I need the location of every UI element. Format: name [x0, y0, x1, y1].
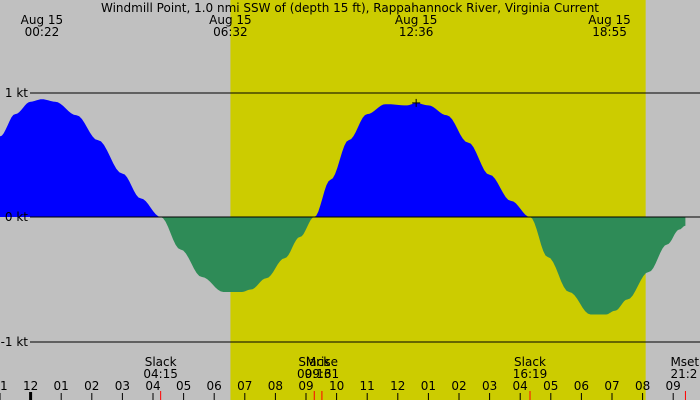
x-tick-label: 09 [298, 379, 313, 393]
x-tick-label: 08 [268, 379, 283, 393]
x-tick-label: 12 [23, 379, 38, 393]
top-date-label: Aug 15 [209, 13, 252, 27]
x-tick-label: 04 [513, 379, 528, 393]
x-tick-label: 07 [237, 379, 252, 393]
event-label: Mrise [306, 355, 338, 369]
event-time: 21:2 [670, 367, 697, 381]
marker-layer [412, 98, 421, 107]
event-label: Slack [514, 355, 546, 369]
event-time: 16:19 [513, 367, 548, 381]
x-axis-ticks: 11 12 01 02 03 04 05 06 07 08 09 10 11 12 01 02 03 04 05 06… [0, 379, 681, 400]
x-tick-label: 01 [421, 379, 436, 393]
y-tick-label: -1 kt [1, 335, 29, 349]
x-tick-label: 07 [604, 379, 619, 393]
x-tick-label: 06 [207, 379, 222, 393]
event-time: 09:31 [305, 367, 340, 381]
y-tick-label: 0 kt [5, 210, 28, 224]
top-time-label: 18:55 [592, 25, 627, 39]
x-tick-label: 11 [360, 379, 375, 393]
flood-area-2 [314, 102, 530, 217]
event-time: 04:15 [143, 367, 178, 381]
top-time-label: 12:36 [399, 25, 434, 39]
x-tick-label: 06 [574, 379, 589, 393]
event-label: Slack [298, 355, 330, 369]
x-tick-label: 02 [84, 379, 99, 393]
top-time-label: 00:22 [25, 25, 60, 39]
chart-title: Windmill Point, 1.0 nmi SSW of (depth 15… [101, 1, 599, 15]
event-label: Slack [145, 355, 177, 369]
x-tick-label: 03 [482, 379, 497, 393]
flood-area-0 [0, 99, 161, 217]
x-tick-label: 05 [543, 379, 558, 393]
ebb-area-3 [530, 217, 686, 315]
current-area-layer [0, 99, 686, 315]
ebb-area-1 [160, 217, 315, 292]
y-tick-labels: 1 kt 0 kt -1 kt [1, 86, 29, 349]
x-tick-label: 02 [451, 379, 466, 393]
top-date-label: Aug 15 [21, 13, 64, 27]
x-tick-label: 05 [176, 379, 191, 393]
x-tick-label: 09 [666, 379, 681, 393]
top-date-label: Aug 15 [588, 13, 631, 27]
x-tick-label: 11 [0, 379, 8, 393]
level-lines [30, 92, 700, 343]
x-tick-label: 08 [635, 379, 650, 393]
x-tick-label: 01 [54, 379, 69, 393]
top-date-label: Aug 15 [395, 13, 438, 27]
x-tick-label: 10 [329, 379, 344, 393]
top-time-label: 06:32 [213, 25, 248, 39]
x-tick-label: 12 [390, 379, 405, 393]
x-tick-label: 04 [145, 379, 160, 393]
event-labels: Slack04:15Slack09:16Mrise09:31Slack16:19… [143, 355, 699, 400]
x-tick-label: 03 [115, 379, 130, 393]
event-time: 09:16 [297, 367, 332, 381]
y-tick-label: 1 kt [5, 86, 28, 100]
event-label: Mset [670, 355, 699, 369]
